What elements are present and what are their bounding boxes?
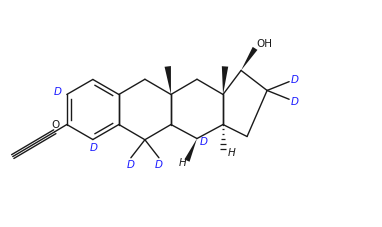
Text: D: D	[54, 87, 62, 97]
Text: D: D	[290, 97, 298, 107]
Text: H: H	[228, 148, 236, 158]
Polygon shape	[185, 138, 197, 162]
Text: D: D	[200, 137, 208, 147]
Text: O: O	[51, 120, 59, 130]
Polygon shape	[165, 66, 171, 94]
Text: D: D	[89, 143, 97, 153]
Text: D: D	[127, 160, 135, 170]
Text: D: D	[155, 160, 163, 170]
Text: D: D	[290, 75, 298, 85]
Text: H: H	[179, 158, 187, 168]
Text: OH: OH	[256, 39, 272, 49]
Polygon shape	[241, 47, 257, 70]
Polygon shape	[222, 66, 228, 94]
